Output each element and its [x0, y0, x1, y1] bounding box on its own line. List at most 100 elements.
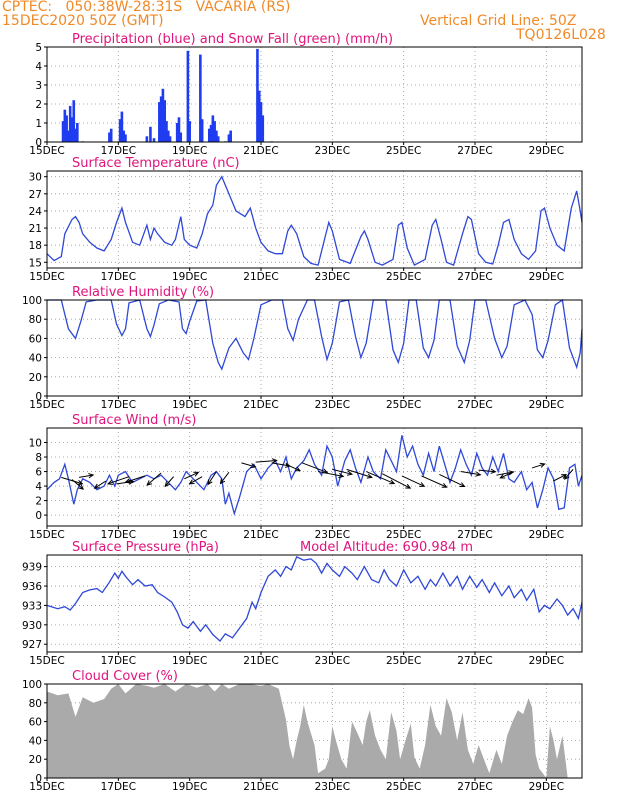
cloud-xtick-label: 23DEC: [315, 781, 350, 793]
wind-arrow-shaft: [220, 471, 230, 484]
wind-arrow-head: [106, 479, 114, 485]
wind-arrow-shaft: [241, 462, 256, 468]
wind-arrow: [332, 468, 354, 476]
temperature-ytick-label: 30: [29, 172, 42, 184]
precipitation-bar: [229, 130, 232, 142]
wind-arrow: [71, 479, 85, 490]
pressure-xtick-label: 15DEC: [29, 655, 64, 667]
precipitation-bar: [109, 128, 113, 142]
precipitation-bar: [257, 90, 261, 142]
wind-arrow-head: [499, 473, 506, 479]
precipitation-bar: [72, 100, 76, 142]
wind-arrow-shaft: [496, 471, 514, 476]
wind-arrow-head: [124, 478, 131, 484]
wind-arrow-head: [78, 484, 85, 490]
precipitation-bar: [186, 50, 190, 142]
wind-arrow-head: [490, 468, 497, 474]
temperature-xtick-label: 15DEC: [29, 271, 64, 283]
pressure-line: [46, 556, 583, 642]
wind-arrow: [285, 463, 302, 472]
humidity-panel: 15DEC 17DEC 19DEC 21DEC 23DEC 25DEC 27DEC 29DEC…: [22, 285, 583, 411]
humidity-ytick-label: 100: [22, 295, 42, 307]
precipitation-xtick-label: 23DEC: [315, 145, 350, 157]
wind-arrow-head: [219, 478, 226, 485]
precipitation-bar: [213, 121, 216, 142]
temperature-ytick-label: 27: [29, 189, 42, 201]
wind-arrow-head: [475, 471, 482, 477]
wind-arrow: [188, 476, 203, 485]
humidity-frame: [46, 299, 583, 397]
wind-arrow-shaft: [531, 463, 545, 469]
cloud-area: [47, 684, 582, 778]
pressure-xtick-label: 17DEC: [101, 655, 136, 667]
cloud-xtick-label: 15DEC: [29, 781, 64, 793]
wind-ytick-label: 4: [35, 481, 42, 493]
wind-arrow: [146, 472, 162, 486]
precipitation-ytick-label: 4: [35, 61, 42, 73]
wind-xtick-label: 15DEC: [29, 529, 64, 541]
precipitation-ytick-label: 1: [35, 118, 42, 130]
wind-arrow: [346, 468, 373, 479]
precipitation-panel: 15DEC 17DEC 19DEC 21DEC 23DEC 25DEC 27DEC 29DEC…: [29, 32, 583, 157]
temperature-frame: [46, 170, 583, 269]
humidity-xtick-label: 15DEC: [29, 399, 64, 411]
humidity-ytick-label: 20: [29, 372, 42, 384]
precipitation-bar: [200, 119, 204, 142]
wind-arrow-shaft: [79, 474, 94, 478]
precipitation-bar: [168, 136, 172, 142]
precipitation-ytick-label: 2: [35, 99, 42, 111]
wind-ytick-label: 8: [35, 452, 42, 464]
precipitation-xtick-label: 25DEC: [386, 145, 421, 157]
wind-xtick-label: 27DEC: [457, 529, 492, 541]
wind-arrow-shaft: [346, 468, 372, 478]
wind-arrow-head: [419, 482, 426, 487]
wind-arrow-shaft: [382, 473, 411, 489]
wind-panel: 15DEC 17DEC 19DEC 21DEC 23DEC 25DEC 27DEC 29DEC…: [29, 413, 583, 541]
humidity-ytick-label: 60: [29, 333, 42, 345]
wind-line: [46, 435, 583, 517]
wind-arrow-shaft: [285, 463, 301, 472]
wind-ytick-label: 2: [35, 496, 42, 508]
wind-arrow-shaft: [401, 475, 425, 487]
precipitation-bar: [175, 123, 179, 142]
wind-arrow-shaft: [317, 471, 344, 477]
precipitation-bar: [165, 121, 168, 142]
cloud-ytick-label: 0: [35, 773, 42, 785]
wind-xtick-label: 17DEC: [101, 529, 136, 541]
wind-arrow-shaft: [61, 476, 83, 485]
humidity-xtick-label: 23DEC: [315, 399, 350, 411]
precipitation-bar: [61, 121, 65, 142]
wind-arrow-shaft: [71, 479, 84, 490]
precipitation-bar: [68, 105, 72, 142]
wind-arrow-shaft: [564, 469, 574, 480]
precipitation-bar: [76, 123, 79, 142]
precipitation-xtick-label: 29DEC: [529, 145, 564, 157]
precipitation-bar: [215, 130, 218, 142]
wind-arrow: [93, 480, 107, 489]
pressure-xtick-label: 23DEC: [315, 655, 350, 667]
wind-arrow-shaft: [164, 476, 174, 487]
precipitation-xtick-label: 15DEC: [29, 145, 64, 157]
wind-arrow: [106, 476, 130, 485]
pressure-annotation: Model Altitude: 690.984 m: [300, 540, 473, 555]
precipitation-bar: [70, 117, 74, 142]
pressure-xtick-label: 21DEC: [243, 655, 278, 667]
humidity-line: [47, 298, 583, 371]
pressure-panel: 15DEC 17DEC 19DEC 21DEC 23DEC 25DEC 27DEC 29DEC…: [22, 540, 583, 667]
wind-ytick-label: 6: [35, 467, 42, 479]
cloud-xtick-label: 17DEC: [101, 781, 136, 793]
humidity-xtick-label: 29DEC: [529, 399, 564, 411]
precipitation-bar: [74, 128, 77, 142]
temperature-line: [46, 175, 583, 267]
cloud-ytick-label: 60: [29, 717, 42, 729]
cloud-frame: [46, 683, 583, 779]
cloud-xtick-label: 19DEC: [172, 781, 207, 793]
wind-title: Surface Wind (m/s): [72, 413, 196, 428]
pressure-ytick-label: 939: [22, 562, 42, 574]
cloud-title: Cloud Cover (%): [72, 669, 178, 684]
wind-xtick-label: 23DEC: [315, 529, 350, 541]
temperature-ytick-label: 15: [29, 257, 42, 269]
precipitation-bar: [158, 102, 161, 142]
wind-arrow: [164, 476, 174, 488]
cloud-ytick-label: 20: [29, 754, 42, 766]
